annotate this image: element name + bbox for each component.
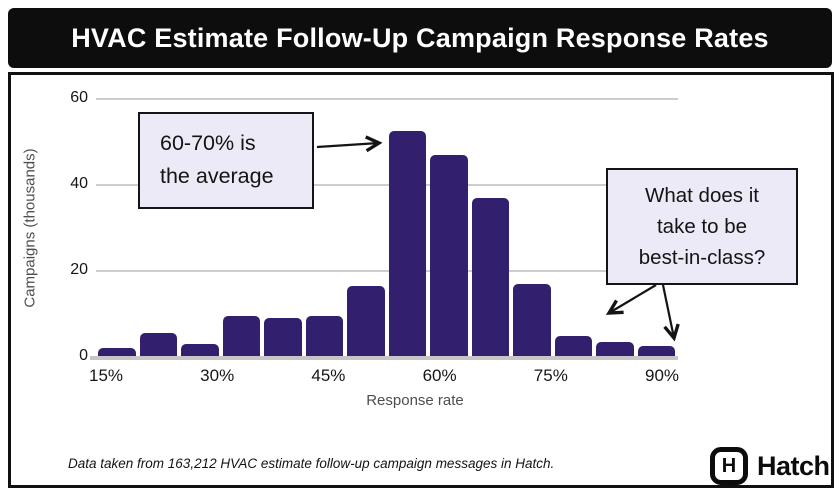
bar [305,316,343,357]
bar [139,333,177,357]
y-tick-label: 40 [70,175,88,192]
page-title: HVAC Estimate Follow-Up Campaign Respons… [71,22,769,53]
x-tick-label: 60% [422,366,457,385]
bar [222,316,260,357]
bar [471,197,509,357]
x-tick-label: 90% [644,366,680,385]
gridline [96,270,678,272]
hatch-logo-icon: H [710,447,748,485]
y-tick-label: 0 [79,347,88,364]
x-axis-line [90,356,678,360]
x-tick-label: 75% [533,366,568,385]
bar [388,131,426,357]
annotation-best-in-class-line: best-in-class? [638,245,766,269]
bar [98,348,136,357]
x-axis-title: Response rate [366,392,464,409]
hatch-wordmark: Hatch [757,450,830,481]
annotation-best-in-class-line: What does it [645,184,759,207]
gridline [96,98,678,100]
hatch-logo: H Hatch [710,447,830,485]
annotation-average: 60-70% is the average [138,112,314,209]
x-tick-label: 30% [200,366,235,385]
annotation-best-in-class: What does it take to be best-in-class? [606,168,798,285]
y-axis-title: Campaigns (thousands) [21,148,39,308]
annotation-average-line: 60-70% is [160,131,256,155]
x-tick-label: 15% [88,366,124,385]
source-note: Data taken from 163,212 HVAC estimate fo… [68,456,555,471]
title-bar: HVAC Estimate Follow-Up Campaign Respons… [8,8,832,68]
x-tick-label: 45% [311,366,346,385]
bar [347,286,385,357]
bar [181,344,219,357]
bar [554,335,592,357]
annotation-best-in-class-line: take to be [656,214,748,238]
gridline [96,184,678,186]
bar [430,154,468,357]
bar [637,346,675,357]
hatch-monogram: H [721,454,737,477]
y-tick-label: 20 [70,261,88,278]
bar [264,318,302,357]
y-tick-label: 60 [70,89,88,106]
bar [513,283,551,357]
bar [596,341,634,357]
annotation-average-line: the average [160,164,274,189]
